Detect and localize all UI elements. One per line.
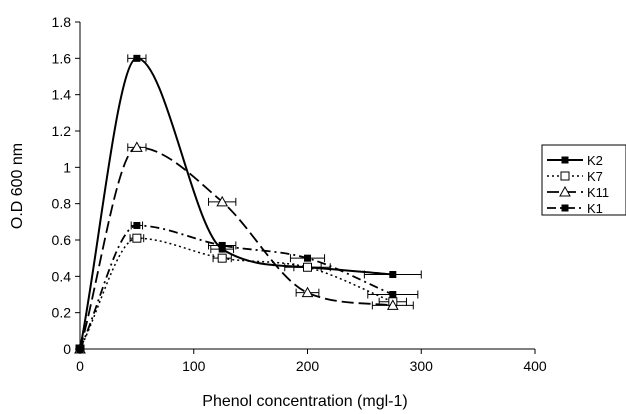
legend-label-k1: K1 bbox=[587, 201, 603, 216]
y-tick-label: 1.6 bbox=[52, 50, 72, 66]
y-tick-label: 0.8 bbox=[52, 196, 72, 212]
x-axis-ticks: 0 100 200 300 400 bbox=[76, 349, 547, 374]
x-tick-label: 100 bbox=[182, 358, 206, 374]
series-k11 bbox=[74, 141, 414, 354]
series-k1-point bbox=[218, 241, 226, 249]
legend-label-k11: K11 bbox=[587, 185, 609, 200]
x-tick-label: 300 bbox=[410, 358, 434, 374]
x-tick-label: 400 bbox=[523, 358, 547, 374]
series-k11-point bbox=[386, 299, 399, 310]
series-k7-line bbox=[79, 237, 394, 350]
series-k2 bbox=[76, 54, 422, 353]
legend-label-k2: K2 bbox=[587, 153, 603, 168]
y-tick-label: 0.6 bbox=[52, 232, 72, 248]
y-tick-label: 1.2 bbox=[52, 123, 72, 139]
legend-marker-k7 bbox=[560, 171, 570, 181]
series-k11-point bbox=[216, 195, 229, 207]
series-k1-point bbox=[76, 345, 84, 353]
series-k7-point bbox=[217, 253, 227, 263]
series-layer bbox=[74, 54, 422, 354]
x-axis-title: Phenol concentration (mgl-1) bbox=[202, 393, 407, 410]
series-k1-point bbox=[304, 254, 311, 262]
x-tick-label: 0 bbox=[76, 358, 84, 374]
series-k7-point bbox=[303, 262, 312, 272]
legend-marker-k1 bbox=[561, 204, 569, 212]
series-k2-point bbox=[389, 271, 397, 279]
series-k11-line bbox=[79, 146, 393, 350]
y-axis-title: O.D 600 nm bbox=[9, 143, 26, 229]
series-k11-point bbox=[301, 286, 314, 298]
series-k1-point bbox=[133, 221, 141, 229]
y-tick-label: 0 bbox=[63, 341, 71, 357]
legend-label-k7: K7 bbox=[587, 169, 603, 184]
series-k7 bbox=[75, 233, 407, 354]
series-k7-point bbox=[132, 233, 142, 243]
y-tick-label: 1.8 bbox=[52, 14, 72, 30]
y-axis-ticks: 0 0.2 0.4 0.6 0.8 1 1.2 1.4 1.6 1.8 bbox=[52, 14, 80, 357]
series-k2-point bbox=[218, 245, 226, 253]
y-tick-label: 0.2 bbox=[52, 305, 72, 321]
chart-axes bbox=[79, 22, 535, 350]
legend-marker-k2 bbox=[561, 156, 569, 164]
x-tick-label: 200 bbox=[296, 358, 320, 374]
series-k2-point bbox=[133, 54, 141, 62]
series-k1 bbox=[76, 221, 419, 353]
legend-box bbox=[541, 144, 626, 216]
series-k11-point bbox=[131, 141, 143, 152]
y-tick-label: 0.4 bbox=[52, 268, 72, 284]
series-k2-line bbox=[79, 57, 393, 350]
y-tick-label: 1.4 bbox=[52, 87, 72, 103]
series-k1-point bbox=[389, 291, 397, 298]
legend-marker-k11 bbox=[559, 185, 571, 197]
y-tick-label: 1 bbox=[63, 159, 71, 175]
